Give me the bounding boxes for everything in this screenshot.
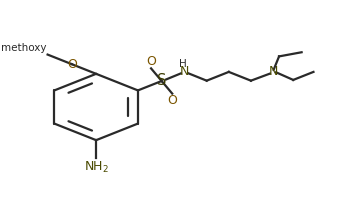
Text: NH$_2$: NH$_2$ [84, 159, 109, 175]
Text: H: H [179, 59, 187, 69]
Text: N: N [268, 65, 278, 78]
Text: methoxy: methoxy [1, 43, 46, 54]
Text: O: O [167, 94, 177, 107]
Text: S: S [157, 73, 166, 89]
Text: O: O [67, 58, 77, 71]
Text: O: O [146, 55, 156, 68]
Text: N: N [180, 65, 189, 78]
